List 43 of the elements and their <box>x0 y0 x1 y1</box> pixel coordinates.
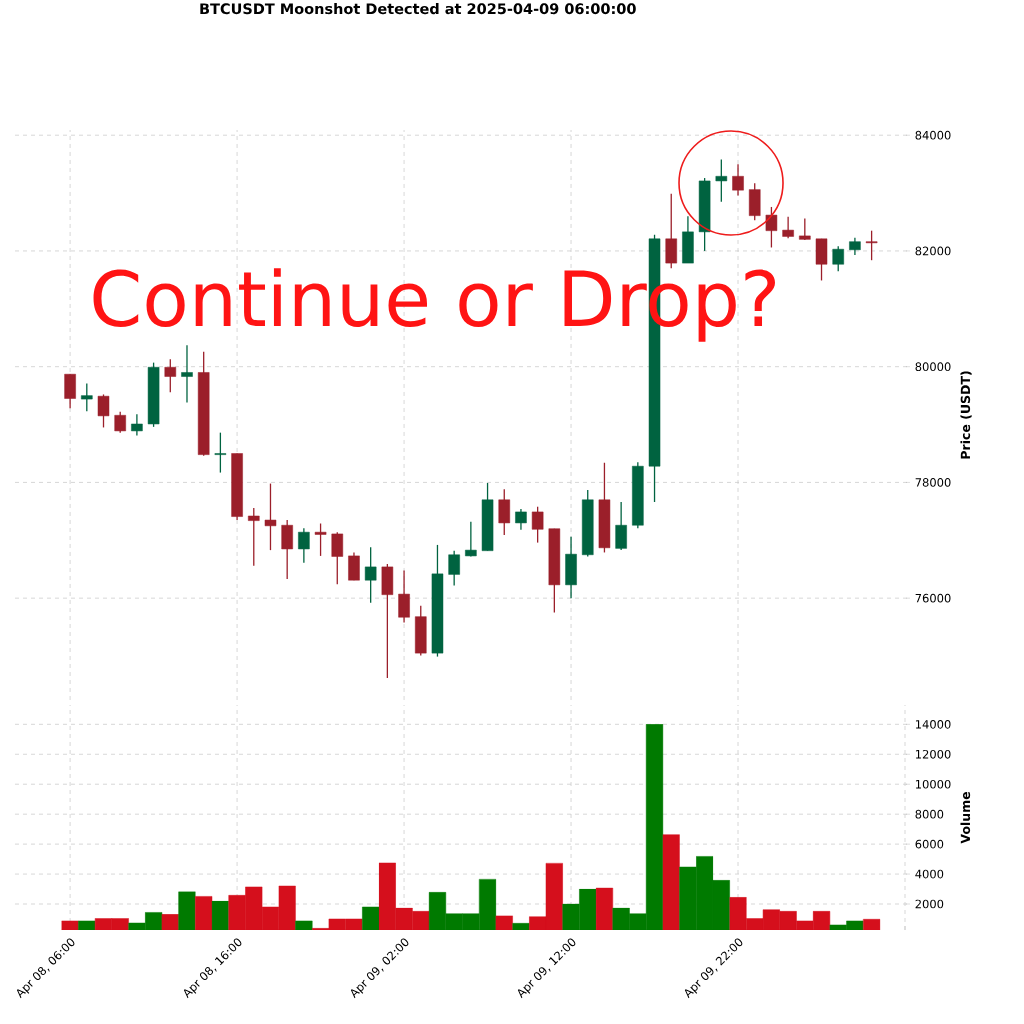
y-axis-title: Price (USDT) <box>960 371 972 459</box>
y-tick-label: 84000 <box>915 130 951 140</box>
y-tick-label: 10000 <box>915 779 951 789</box>
candlestick <box>131 413 143 437</box>
y-tick-label: 82000 <box>915 246 951 256</box>
candlestick <box>832 245 844 272</box>
y-tick-label: 6000 <box>915 839 944 849</box>
candlestick <box>732 163 744 197</box>
y-tick-label: 76000 <box>915 593 951 603</box>
candlestick <box>281 519 293 580</box>
candlestick <box>364 546 377 604</box>
candlestick <box>715 158 728 203</box>
y-tick-label: 8000 <box>915 809 944 819</box>
candlestick <box>97 393 110 429</box>
candlestick <box>615 501 627 551</box>
candlestick <box>314 522 327 557</box>
candlestick <box>81 382 93 412</box>
candlestick <box>248 507 260 567</box>
candlestick <box>765 206 778 249</box>
candlestick <box>448 550 460 587</box>
candlestick <box>465 521 477 558</box>
candlestick <box>782 216 794 239</box>
candlestick <box>264 482 277 551</box>
candlestick <box>331 531 344 585</box>
candlestick <box>865 230 878 261</box>
candlestick <box>799 217 811 241</box>
candlestick <box>164 358 177 393</box>
y-tick-label: 78000 <box>915 478 951 487</box>
chart-title: BTCUSDT Moonshot Detected at 2025-04-09 06:00:00 <box>200 2 636 15</box>
candlestick <box>531 506 544 544</box>
candlestick <box>181 344 193 404</box>
candlestick <box>498 488 511 536</box>
y-tick-label: 80000 <box>915 362 951 372</box>
y-tick-label: 4000 <box>915 869 944 879</box>
candlestick <box>515 508 527 531</box>
candlestick <box>398 569 410 624</box>
candlestick <box>298 527 310 564</box>
candlestick <box>114 411 126 434</box>
y-axis-title: Volume <box>960 791 971 844</box>
y-tick-label: 14000 <box>915 719 951 729</box>
candlestick <box>214 432 227 474</box>
y-tick-label: 12000 <box>915 749 951 759</box>
y-tick-label: 2000 <box>915 899 944 909</box>
